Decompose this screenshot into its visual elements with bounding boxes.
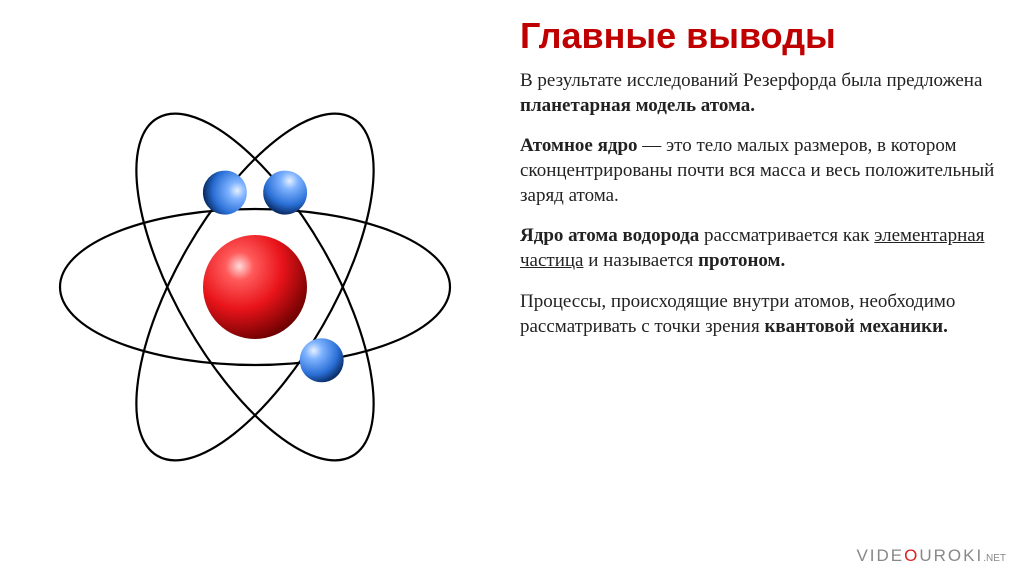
para-1: В результате исследований Резерфорда был…	[520, 69, 999, 118]
watermark: VIDEOUROKI.NET	[856, 546, 1006, 566]
page-title: Главные выводы	[520, 15, 999, 57]
para-4: Процессы, происходящие внутри атомов, не…	[520, 290, 999, 339]
para-1-text: В результате исследований Резерфорда был…	[520, 70, 982, 91]
para-2-bold: Атомное ядро	[520, 135, 638, 156]
atom-diagram	[15, 47, 495, 527]
para-3-bold: Ядро атома водорода	[520, 225, 699, 246]
para-3-text-a: рассматривается как	[699, 225, 874, 246]
para-2: Атомное ядро — это тело малых размеров, …	[520, 134, 999, 208]
atom-diagram-panel	[0, 0, 510, 574]
para-3-text-b: и называется	[584, 250, 699, 271]
para-4-bold: квантовой механики.	[764, 316, 947, 337]
para-1-bold: планетарная модель атома.	[520, 95, 755, 116]
watermark-d: .NET	[983, 553, 1006, 564]
watermark-c: UROKI	[919, 546, 983, 565]
para-3: Ядро атома водорода рассматривается как …	[520, 224, 999, 273]
text-panel: Главные выводы В результате исследований…	[510, 0, 1024, 574]
watermark-a: VIDE	[856, 546, 904, 565]
para-3-bold-2: протоном.	[698, 250, 785, 271]
nucleus	[203, 235, 307, 339]
watermark-b: O	[904, 546, 919, 565]
